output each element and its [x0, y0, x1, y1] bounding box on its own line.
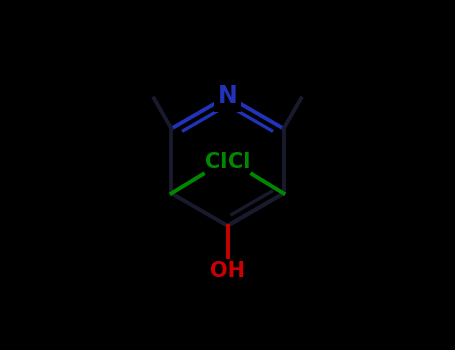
Text: Cl: Cl: [205, 152, 227, 172]
Text: Cl: Cl: [228, 152, 250, 172]
Text: N: N: [217, 84, 238, 108]
Text: OH: OH: [210, 261, 245, 281]
